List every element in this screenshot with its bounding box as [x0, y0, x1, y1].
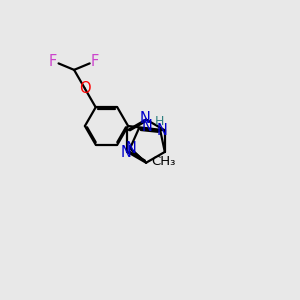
- Text: F: F: [91, 54, 99, 69]
- Text: N: N: [156, 123, 167, 138]
- Text: H: H: [154, 115, 164, 128]
- Text: F: F: [49, 54, 57, 69]
- Text: CH₃: CH₃: [152, 155, 176, 168]
- Text: N: N: [142, 119, 152, 134]
- Text: O: O: [79, 81, 90, 96]
- Text: N: N: [139, 111, 150, 126]
- Text: N: N: [121, 145, 131, 160]
- Text: N: N: [126, 141, 137, 156]
